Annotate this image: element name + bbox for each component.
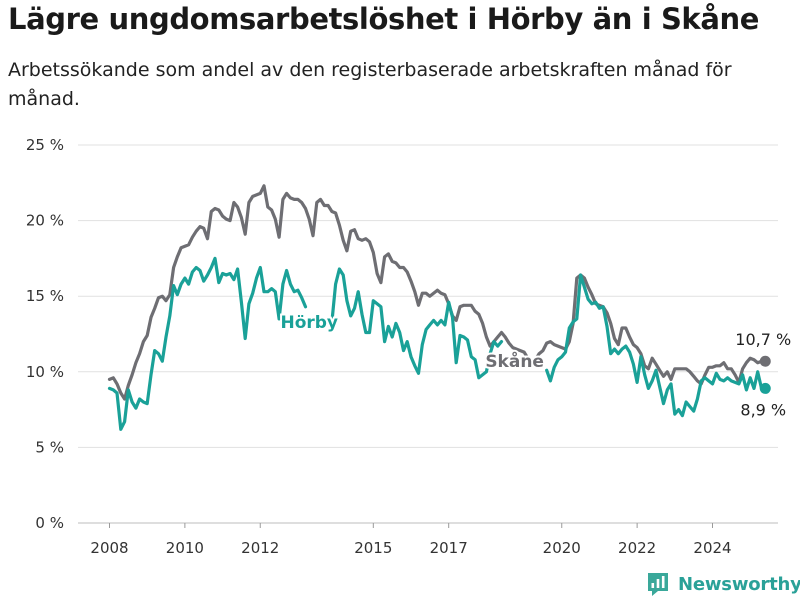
axis-layer: 0 % 5 % 10 % 15 % 20 % 25 % 2008 2010 2012 2015 20…: [26, 136, 732, 557]
end-value-label: 10,7 %: [735, 330, 791, 349]
series-layer: [107, 184, 771, 431]
page-title: Lägre ungdomsarbetslöshet i Hörby än i S…: [8, 2, 759, 36]
end-value-label: 8,9 %: [740, 400, 786, 419]
x-tick-label: 2010: [166, 539, 204, 557]
y-tick-label: 5 %: [35, 438, 64, 456]
y-tick-label: 25 %: [26, 136, 64, 154]
label-layer: 10,7 % Skåne 8,9 % Hörby: [278, 311, 791, 420]
x-tick-label: 2022: [618, 539, 656, 557]
brand[interactable]: Newsworthy: [646, 569, 800, 599]
x-tick-label: 2017: [430, 539, 468, 557]
x-tick-label: 2024: [693, 539, 731, 557]
series-name-label: Skåne: [485, 350, 544, 372]
page-subtitle: Arbetssökande som andel av den registerb…: [8, 59, 732, 110]
y-tick-label: 15 %: [26, 287, 64, 305]
series-line-0: [107, 184, 767, 401]
x-tick-label: 2020: [543, 539, 581, 557]
end-point: [759, 382, 771, 394]
x-tick-label: 2015: [354, 539, 392, 557]
x-tick-label: 2012: [241, 539, 279, 557]
y-tick-label: 0 %: [35, 514, 64, 532]
series-line-1: [107, 256, 767, 431]
x-tick-label: 2008: [90, 539, 128, 557]
brand-name: Newsworthy: [678, 573, 800, 595]
y-tick-label: 20 %: [26, 212, 64, 230]
end-point: [759, 355, 771, 367]
series-name-label: Hörby: [280, 313, 338, 333]
grid-layer: [78, 144, 778, 524]
newsworthy-logo-icon: [648, 573, 668, 596]
y-tick-label: 10 %: [26, 363, 64, 381]
